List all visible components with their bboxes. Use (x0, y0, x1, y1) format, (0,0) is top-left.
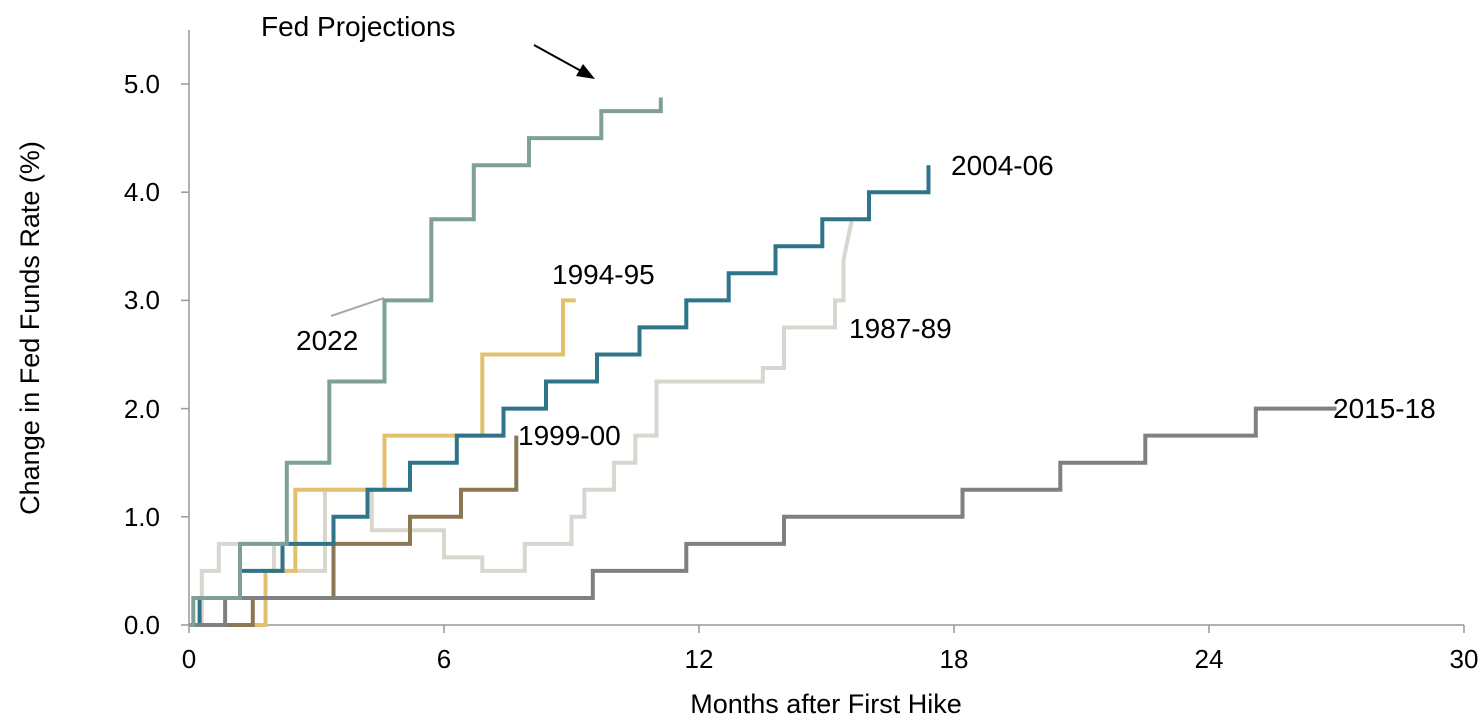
fed-projections-arrowhead (576, 64, 595, 79)
series-label-2015-18: 2015-18 (1333, 393, 1436, 424)
series-label-1999-00: 1999-00 (518, 420, 621, 451)
x-tick-label: 24 (1195, 644, 1224, 674)
x-tick-labels: 0 6 12 18 24 30 (182, 644, 1479, 674)
series-label-1994-95: 1994-95 (552, 259, 655, 290)
x-tick-label: 6 (437, 644, 451, 674)
y-axis-title: Change in Fed Funds Rate (%) (15, 141, 45, 515)
series-line-2015-18 (189, 406, 1337, 627)
y-tick-label: 3.0 (124, 285, 160, 315)
y-tick-label: 4.0 (124, 177, 160, 207)
series-line-2004-06 (189, 165, 931, 627)
y-tick-label: 5.0 (124, 69, 160, 99)
series-line-2022 (189, 97, 663, 627)
series-label-2022: 2022 (296, 325, 358, 356)
x-tick-label: 30 (1450, 644, 1479, 674)
series-label-2004-06: 2004-06 (951, 150, 1054, 181)
y-tick-labels: 0.0 1.0 2.0 3.0 4.0 5.0 (124, 69, 160, 640)
fed-projections-annotation: Fed Projections (261, 11, 456, 42)
x-tick-label: 12 (685, 644, 714, 674)
y-tick-label: 0.0 (124, 610, 160, 640)
leader-line-2022 (330, 297, 385, 317)
series-line-1994-95 (189, 298, 576, 627)
series-line-1987-89 (189, 218, 854, 627)
y-tick-label: 1.0 (124, 502, 160, 532)
tick-marks (181, 83, 1465, 633)
series-layer (189, 97, 1337, 627)
series-label-1987-89: 1987-89 (849, 313, 952, 344)
series-line-1999-00 (189, 435, 519, 627)
x-tick-label: 0 (182, 644, 196, 674)
x-axis-title: Months after First Hike (690, 689, 962, 719)
x-tick-label: 18 (940, 644, 969, 674)
y-tick-label: 2.0 (124, 394, 160, 424)
